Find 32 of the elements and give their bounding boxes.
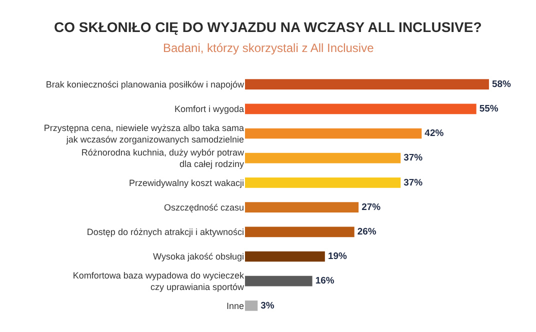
y-tick-label: Różnorodna kuchnia, duży wybór potraw dla całej rodziny [81, 147, 244, 170]
data-label: 42% [424, 128, 444, 140]
bar [245, 128, 422, 139]
y-tick-label: Dostęp do różnych atrakcji i aktywności [86, 227, 244, 238]
data-label: 26% [357, 226, 377, 238]
bar [245, 226, 354, 238]
y-tick-label: Inne [226, 300, 244, 311]
y-tick-label: Brak konieczności planowania posiłków i napojów [46, 79, 244, 90]
bar [245, 300, 258, 311]
data-label: 3% [260, 300, 275, 312]
y-tick-label: Komfort i wygoda [174, 104, 244, 114]
y-tick-label: Oszczędność czasu [164, 202, 244, 212]
bar [245, 104, 476, 114]
data-label: 16% [315, 276, 335, 287]
y-tick-label: Komfortowa baza wypadowa do wycieczek czy uprawiania sportów [72, 270, 244, 292]
bar [245, 178, 401, 188]
bar [245, 79, 489, 90]
bar [245, 152, 401, 164]
data-label: 19% [328, 251, 348, 262]
y-tick-label: Wysoka jakość obsługi [153, 252, 244, 262]
bar [245, 202, 359, 212]
bar [245, 276, 312, 286]
data-label: 37% [404, 152, 424, 164]
data-label: 27% [362, 202, 382, 213]
chart-title: CO SKŁONIŁO CIĘ DO WYJAZDU NA WCZASY ALL INCLUSIVE? [54, 19, 482, 35]
y-tick-label: Przystępna cena, niewiele wyższa albo taka sama jak wczasów zorganizowanych samodzielnie [44, 122, 244, 144]
bar [245, 251, 325, 262]
chart-subtitle: Badani, którzy skorzystali z All Inclusive [163, 41, 374, 55]
data-label: 55% [479, 103, 499, 114]
data-label: 58% [492, 78, 512, 90]
y-tick-label: Przewidywalny koszt wakacji [128, 178, 244, 188]
data-label: 37% [404, 177, 424, 188]
